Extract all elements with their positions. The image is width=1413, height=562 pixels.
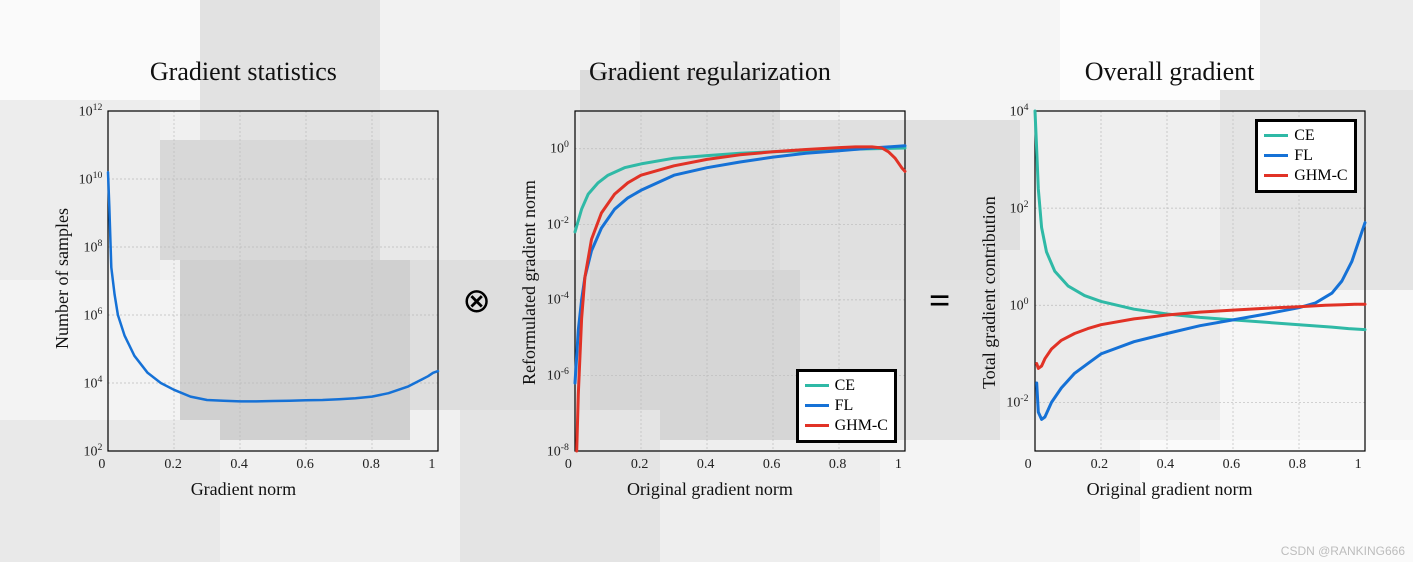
xtick: 0.2 [1091, 457, 1109, 473]
ytick: 100 [1010, 296, 1029, 315]
xtick: 0.2 [631, 457, 649, 473]
ytick: 102 [1010, 199, 1029, 218]
legend-label: FL [835, 397, 854, 415]
xtick: 0.4 [697, 457, 715, 473]
xtick: 0.6 [763, 457, 781, 473]
ytick: 100 [550, 139, 569, 158]
ytick: 104 [84, 374, 103, 393]
legend-label: GHM-C [835, 417, 888, 435]
ylabel: Number of samples [52, 208, 73, 349]
ytick: 108 [84, 238, 103, 257]
ylabel: Reformulated gradient norm [519, 180, 540, 385]
ytick: 1012 [79, 102, 103, 121]
panel3-chart: 0 0.2 0.4 0.6 0.8 1 10-2 100 102 104 Original grad… [965, 101, 1375, 506]
xtick: 0.2 [164, 457, 182, 473]
series-samples [108, 172, 438, 401]
xtick: 0.8 [829, 457, 847, 473]
legend-item: GHM-C [1264, 166, 1347, 186]
legend-item: FL [805, 396, 888, 416]
xtick: 0.8 [362, 457, 380, 473]
ytick: 102 [84, 442, 103, 461]
xtick: 1 [428, 457, 435, 473]
legend-label: FL [1294, 147, 1313, 165]
xtick: 1 [895, 457, 902, 473]
legend-swatch [805, 384, 829, 387]
xlabel: Original gradient norm [505, 479, 915, 500]
legend-label: GHM-C [1294, 167, 1347, 185]
xtick: 1 [1355, 457, 1362, 473]
panel1-chart: 00.20.40.60.8110210410610810101012Gradie… [38, 101, 448, 506]
legend-label: CE [1294, 127, 1314, 145]
panel2-chart: 00.20.40.60.8110-810-610-410-2100Origina… [505, 101, 915, 506]
legend-item: GHM-C [805, 416, 888, 436]
legend-swatch [1264, 154, 1288, 157]
xlabel: Gradient norm [38, 479, 448, 500]
legend-item: FL [1264, 146, 1347, 166]
panel-gradient-statistics: Gradient statistics 00.20.40.60.81102104… [38, 57, 448, 506]
ytick: 104 [1010, 102, 1029, 121]
ytick: 10-2 [547, 215, 569, 234]
figure-root: Gradient statistics 0 0.2 0.4 0.6 0.8 1 102 104… [0, 0, 1413, 562]
legend-item: CE [805, 376, 888, 396]
ylabel: Total gradient contribution [979, 196, 1000, 389]
legend-item: CE [1264, 126, 1347, 146]
xlabel: Original gradient norm [965, 479, 1375, 500]
ytick: 1010 [79, 170, 103, 189]
legend: CE FL GHM-C [796, 369, 897, 443]
ytick: 10-6 [547, 366, 569, 385]
panel-overall-gradient: Overall gradient 0 0.2 0.4 0.6 0.8 1 10-2 100 10… [965, 57, 1375, 506]
ytick: 10-2 [1006, 393, 1028, 412]
xtick: 0 [1025, 457, 1032, 473]
xtick: 0.6 [296, 457, 314, 473]
watermark-text: CSDN @RANKING666 [1281, 544, 1405, 558]
legend-swatch [805, 424, 829, 427]
legend-swatch [1264, 174, 1288, 177]
panel3-title: Overall gradient [1085, 57, 1255, 87]
ytick: 10-8 [547, 442, 569, 461]
xtick: 0.4 [1157, 457, 1175, 473]
panel-gradient-regularization: Gradient regularization 00.20.40.60.8110… [505, 57, 915, 506]
tensor-product-icon: ⊗ [448, 281, 505, 321]
xtick: 0.4 [230, 457, 248, 473]
equals-icon: = [915, 279, 965, 323]
series-ghm [1036, 304, 1364, 368]
series-fl [1036, 222, 1364, 419]
legend-label: CE [835, 377, 855, 395]
series-fl [575, 145, 905, 382]
xtick: 0.8 [1289, 457, 1307, 473]
xtick: 0.6 [1223, 457, 1241, 473]
legend-swatch [805, 404, 829, 407]
panel2-title: Gradient regularization [589, 57, 831, 87]
ytick: 106 [84, 306, 103, 325]
panel1-title: Gradient statistics [150, 57, 337, 87]
legend-swatch [1264, 134, 1288, 137]
ytick: 10-4 [547, 290, 569, 309]
legend: CE FL GHM-C [1255, 119, 1356, 193]
